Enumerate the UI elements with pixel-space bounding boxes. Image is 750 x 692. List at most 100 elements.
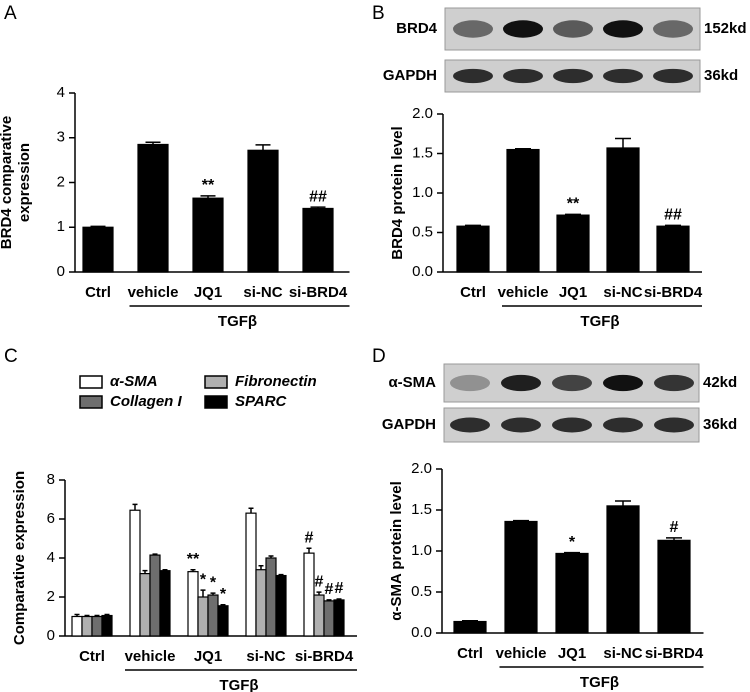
significance-label: * xyxy=(220,586,227,603)
blot-band xyxy=(603,20,643,38)
x-tick-label: JQ1 xyxy=(194,648,222,665)
error-bar xyxy=(615,500,631,506)
error-bar xyxy=(74,613,80,617)
bar xyxy=(657,539,691,634)
error-bar xyxy=(615,137,631,148)
blot-size: 36kd xyxy=(704,67,738,84)
error-bar xyxy=(200,589,206,597)
blot-band xyxy=(553,68,593,84)
error-bar xyxy=(210,592,216,596)
bar xyxy=(453,620,487,634)
blot-band xyxy=(603,68,643,84)
error-bar xyxy=(255,144,271,151)
blot-band xyxy=(654,374,694,392)
legend-swatch xyxy=(204,375,228,389)
panel-letter: B xyxy=(372,3,385,24)
x-tick-label: JQ1 xyxy=(558,645,586,662)
error-bar xyxy=(465,224,481,227)
bar xyxy=(606,147,640,273)
bar xyxy=(192,197,224,273)
bar xyxy=(81,615,93,637)
legend-label: Collagen I xyxy=(110,393,183,410)
x-tick-label: si-BRD4 xyxy=(289,284,348,301)
y-tick-label: 0.5 xyxy=(412,223,433,240)
error-bar xyxy=(132,503,138,511)
y-tick-label: 0 xyxy=(57,263,65,280)
y-axis-label: Comparative expression xyxy=(11,471,28,645)
bar xyxy=(333,599,345,637)
error-bar xyxy=(326,599,332,601)
bar xyxy=(656,225,690,273)
bar xyxy=(275,574,287,637)
panel-letter: D xyxy=(372,346,386,367)
x-tick-label: Ctrl xyxy=(79,648,105,665)
bar xyxy=(506,148,540,273)
x-tick-label: Ctrl xyxy=(457,645,483,662)
blot-band xyxy=(503,68,543,84)
group-label: TGFβ xyxy=(219,677,258,692)
blot-band xyxy=(450,374,490,392)
x-tick-label: vehicle xyxy=(125,648,176,665)
error-bar xyxy=(90,225,106,228)
group-label: TGFβ xyxy=(580,674,619,691)
x-tick-label: si-NC xyxy=(603,645,642,662)
blot-name: GAPDH xyxy=(383,67,437,84)
blot-band xyxy=(453,20,493,38)
error-bar xyxy=(513,519,529,522)
legend-label: Fibronectin xyxy=(235,373,317,390)
bar xyxy=(245,512,257,637)
y-axis-label: α-SMA protein level xyxy=(388,481,405,621)
error-bar xyxy=(142,569,148,574)
x-tick-label: Ctrl xyxy=(85,284,111,301)
bar xyxy=(606,505,640,634)
error-bar xyxy=(190,568,196,572)
bar xyxy=(456,225,490,273)
x-tick-label: si-BRD4 xyxy=(295,648,354,665)
error-bar xyxy=(104,613,110,616)
y-axis-label: BRD4 protein level xyxy=(389,126,406,259)
bar xyxy=(255,569,267,637)
y-tick-label: 2.0 xyxy=(411,460,432,477)
y-axis-label: expression xyxy=(16,143,33,222)
panel-letter: C xyxy=(4,346,18,367)
bar xyxy=(197,596,209,637)
x-tick-label: vehicle xyxy=(498,284,549,301)
blot-band xyxy=(603,417,643,433)
blot-name: α-SMA xyxy=(388,374,436,391)
bar xyxy=(207,594,219,637)
error-bar xyxy=(564,551,580,554)
bar xyxy=(303,552,315,637)
error-bar xyxy=(666,537,682,541)
error-bar xyxy=(515,148,531,150)
bar xyxy=(247,149,279,273)
bar xyxy=(71,615,83,637)
legend-swatch xyxy=(204,395,228,409)
bar xyxy=(149,554,161,637)
significance-label: # xyxy=(305,529,314,546)
significance-label: * xyxy=(210,574,217,591)
bar xyxy=(101,614,113,637)
error-bar xyxy=(565,213,581,216)
bar xyxy=(556,214,590,273)
bar xyxy=(504,520,538,634)
y-tick-label: 0.0 xyxy=(412,263,433,280)
blot-name: BRD4 xyxy=(396,20,437,37)
bar xyxy=(323,600,335,637)
x-tick-label: vehicle xyxy=(128,284,179,301)
y-tick-label: 8 xyxy=(47,471,55,488)
bar xyxy=(187,571,199,637)
error-bar xyxy=(152,553,158,556)
y-tick-label: 1 xyxy=(57,218,65,235)
blot-band xyxy=(552,374,592,392)
y-tick-label: 1.0 xyxy=(412,184,433,201)
error-bar xyxy=(316,591,322,596)
significance-label: # xyxy=(335,580,344,597)
significance-label: ** xyxy=(202,177,215,194)
error-bar xyxy=(258,565,264,570)
x-tick-label: JQ1 xyxy=(194,284,222,301)
y-tick-label: 2.0 xyxy=(412,105,433,122)
blot-band xyxy=(653,20,693,38)
x-tick-label: si-NC xyxy=(603,284,642,301)
y-tick-label: 2 xyxy=(57,173,65,190)
